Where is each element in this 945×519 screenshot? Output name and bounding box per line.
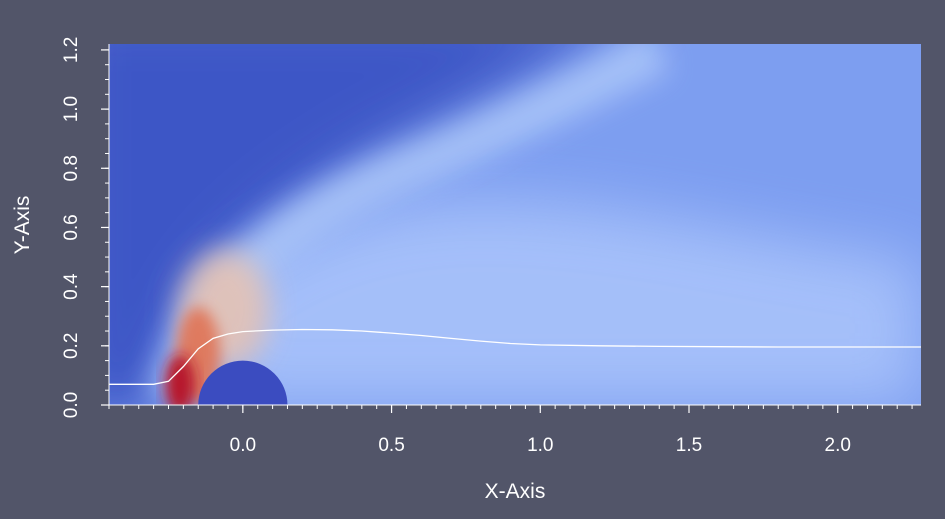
x-axis-label: X-Axis xyxy=(485,480,546,503)
x-tick-label: 2.0 xyxy=(825,435,851,456)
heatmap-field xyxy=(109,44,921,405)
y-tick-label: 0.4 xyxy=(61,273,82,300)
x-tick-label: 0.0 xyxy=(230,435,256,456)
y-axis-label: Y-Axis xyxy=(11,196,34,255)
field-peak-zone xyxy=(165,355,195,405)
y-tick-label: 0.6 xyxy=(61,214,82,240)
axes: 0.0 0.5 1.0 1.5 2.0 0.0 0.2 0.4 0.6 0.8 1.0 1.2 xyxy=(61,37,921,456)
field-freestream-region xyxy=(109,44,578,405)
streamline xyxy=(109,328,921,385)
x-tick-label: 0.5 xyxy=(378,435,404,456)
x-tick-label: 1.5 xyxy=(676,435,702,456)
field-wake-region xyxy=(200,200,921,405)
y-tick-label: 0.0 xyxy=(61,392,82,418)
x-tick-label: 1.0 xyxy=(527,435,553,456)
obstacle-half-disk xyxy=(198,360,288,405)
y-tick-label: 1.0 xyxy=(61,96,82,122)
y-tick-label: 0.2 xyxy=(61,333,82,359)
y-tick-label: 0.8 xyxy=(61,155,82,181)
y-tick-label: 1.2 xyxy=(61,37,82,63)
